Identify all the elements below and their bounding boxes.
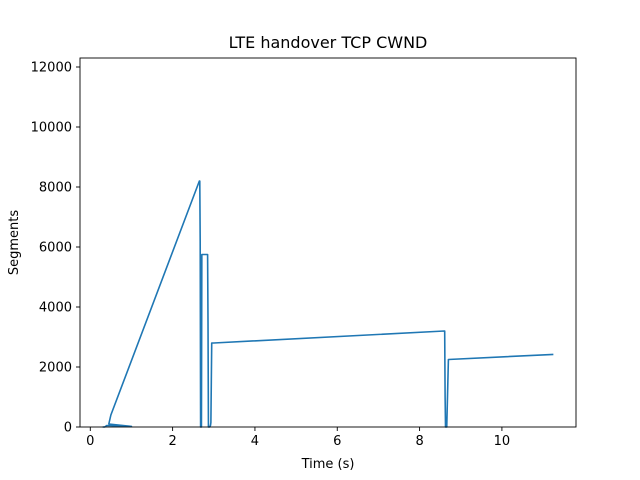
series-line-1 [102,180,554,428]
x-axis-label: Time (s) [301,457,355,472]
y-tick-label: 4000 [39,301,72,316]
chart-title: LTE handover TCP CWND [229,33,428,52]
x-tick-label: 2 [168,434,176,449]
x-tick-label: 10 [494,434,511,449]
y-tick-label: 6000 [39,241,72,256]
y-tick-label: 0 [64,421,72,436]
x-tick-label: 4 [251,434,259,449]
y-tick-label: 8000 [39,181,72,196]
y-tick-label: 10000 [31,121,72,136]
y-axis-label: Segments [7,210,22,276]
x-tick-label: 0 [86,434,94,449]
y-axis: 0 2000 4000 6000 8000 10000 12000 [31,61,80,436]
axes-frame [79,57,577,428]
y-tick-label: 2000 [39,361,72,376]
x-tick-label: 8 [415,434,423,449]
x-axis: 0 2 4 6 8 10 [86,427,510,449]
plot-area [102,180,554,428]
x-tick-label: 6 [333,434,341,449]
y-tick-label: 12000 [31,61,72,76]
